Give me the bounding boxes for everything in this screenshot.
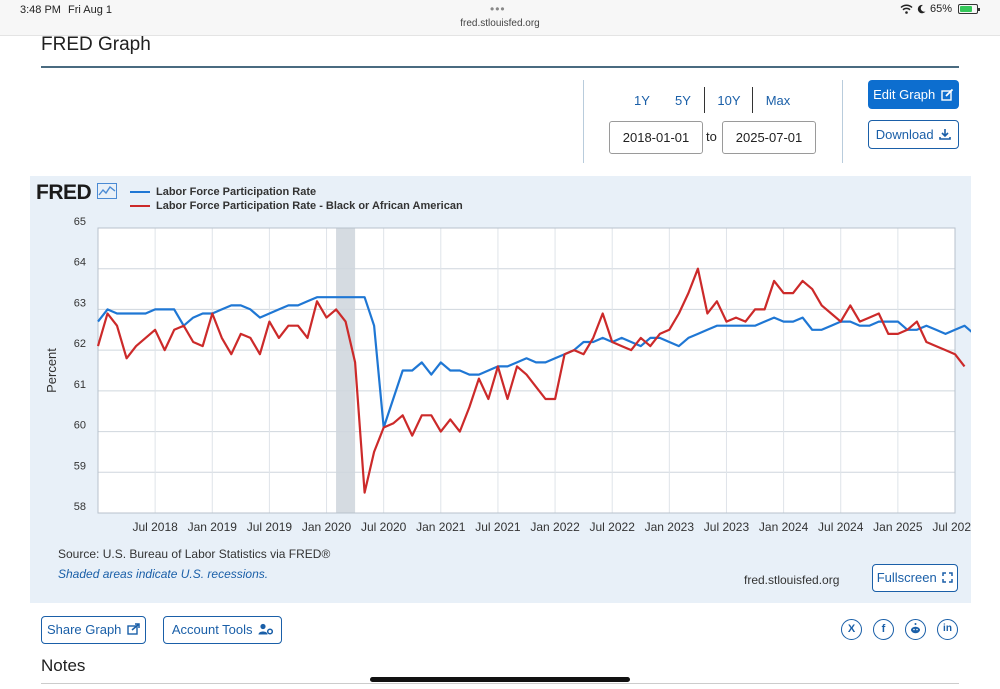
fullscreen-button[interactable]: Fullscreen [872,564,958,592]
recession-note: Shaded areas indicate U.S. recessions. [58,567,269,581]
legend-swatch-blue [130,191,150,193]
title-divider [41,66,959,68]
moon-icon [917,4,926,14]
edit-icon [941,88,954,101]
x-tick-label: Jan 2020 [302,520,352,534]
start-date-input[interactable]: 2018-01-01 [609,121,703,154]
address-bar-url[interactable]: fred.stlouisfed.org [460,18,540,29]
x-tick-label: Jan 2024 [759,520,809,534]
legend-item-series-2[interactable]: Labor Force Participation Rate - Black o… [130,200,463,212]
edit-graph-label: Edit Graph [873,87,936,102]
share-icon [127,623,140,635]
y-tick-label: 59 [74,460,86,472]
y-tick-label: 60 [74,420,86,432]
legend-label: Labor Force Participation Rate - Black o… [156,200,463,212]
series-line-lfpr-black [96,267,966,494]
range-1y-button[interactable]: 1Y [634,93,650,108]
y-tick-label: 65 [74,216,86,228]
source-text: Source: U.S. Bureau of Labor Statistics … [58,547,331,561]
range-divider [704,87,705,113]
x-tick-label: Jul 2024 [818,520,864,534]
x-tick-label: Jul 2022 [590,520,636,534]
page-title: FRED Graph [41,34,151,55]
x-tick-label: Jul 2020 [361,520,407,534]
y-tick-label: 63 [74,297,86,309]
download-label: Download [875,127,934,142]
share-graph-button[interactable]: Share Graph [41,616,146,644]
status-date: Fri Aug 1 [68,4,113,16]
chart-panel: FRED Labor Force Participation Rate Labo… [30,176,971,603]
notes-divider [41,683,959,684]
more-dots-icon[interactable]: ••• [490,2,506,16]
x-tick-label: Jul 2025 [932,520,971,534]
x-tick-label: Jan 2021 [416,520,466,534]
legend-label: Labor Force Participation Rate [156,186,317,198]
fred-logo: FRED [36,181,117,205]
status-time: 3:48 PM [20,4,61,16]
range-divider [752,87,753,113]
facebook-icon[interactable]: f [873,619,894,640]
status-indicators: 65% [900,3,980,15]
y-tick-label: 61 [74,379,86,391]
user-gear-icon [258,623,274,635]
fullscreen-label: Fullscreen [876,570,937,585]
x-tick-label: Jan 2019 [188,520,238,534]
range-10y-button[interactable]: 10Y [717,93,741,108]
x-tick-label: Jul 2023 [704,520,750,534]
y-axis-label: Percent [44,348,59,393]
account-tools-label: Account Tools [171,622,253,637]
plot-area [98,228,955,513]
x-icon[interactable]: X [841,619,862,640]
end-date-input[interactable]: 2025-07-01 [722,121,816,154]
to-label: to [706,129,717,144]
x-tick-label: Jan 2025 [873,520,923,534]
reddit-icon[interactable] [905,619,926,640]
chart-url: fred.stlouisfed.org [744,573,840,587]
series-line-lfpr [97,296,971,429]
y-tick-label: 64 [74,257,86,269]
x-tick-label: Jul 2021 [475,520,521,534]
reddit-glyph [911,623,920,634]
plot-border [97,227,956,514]
x-tick-label: Jul 2018 [132,520,178,534]
battery-percent: 65% [929,3,952,15]
range-max-button[interactable]: Max [765,93,791,108]
line-chart[interactable]: 65 64 63 62 61 60 59 58 Jul 2018 Jan 2019 Jul 2019… [30,176,971,536]
x-tick-label: Jan 2022 [530,520,580,534]
linkedin-icon[interactable]: in [937,619,958,640]
x-tick-label: Jul 2019 [247,520,293,534]
battery-icon [958,4,980,14]
edit-graph-button[interactable]: Edit Graph [868,80,959,109]
x-tick-label: Jan 2023 [645,520,695,534]
y-tick-label: 62 [74,338,86,350]
download-icon [939,129,952,140]
fred-logo-text: FRED [36,181,92,204]
home-indicator[interactable] [370,677,630,682]
share-graph-label: Share Graph [46,622,122,637]
range-5y-button[interactable]: 5Y [675,93,691,108]
wifi-icon [900,4,913,14]
recession-shade [336,228,356,513]
notes-title: Notes [41,656,86,675]
y-tick-label: 58 [74,501,86,513]
controls-divider-left [583,80,584,163]
legend-item-series-1[interactable]: Labor Force Participation Rate [130,186,316,198]
legend-swatch-red [130,205,150,207]
controls-divider-right [842,80,843,163]
status-bar: 3:48 PM Fri Aug 1 ••• fred.stlouisfed.or… [0,0,1000,36]
account-tools-button[interactable]: Account Tools [163,616,282,644]
chart-logo-icon [96,183,117,199]
download-button[interactable]: Download [868,120,959,149]
fullscreen-icon [942,572,954,583]
